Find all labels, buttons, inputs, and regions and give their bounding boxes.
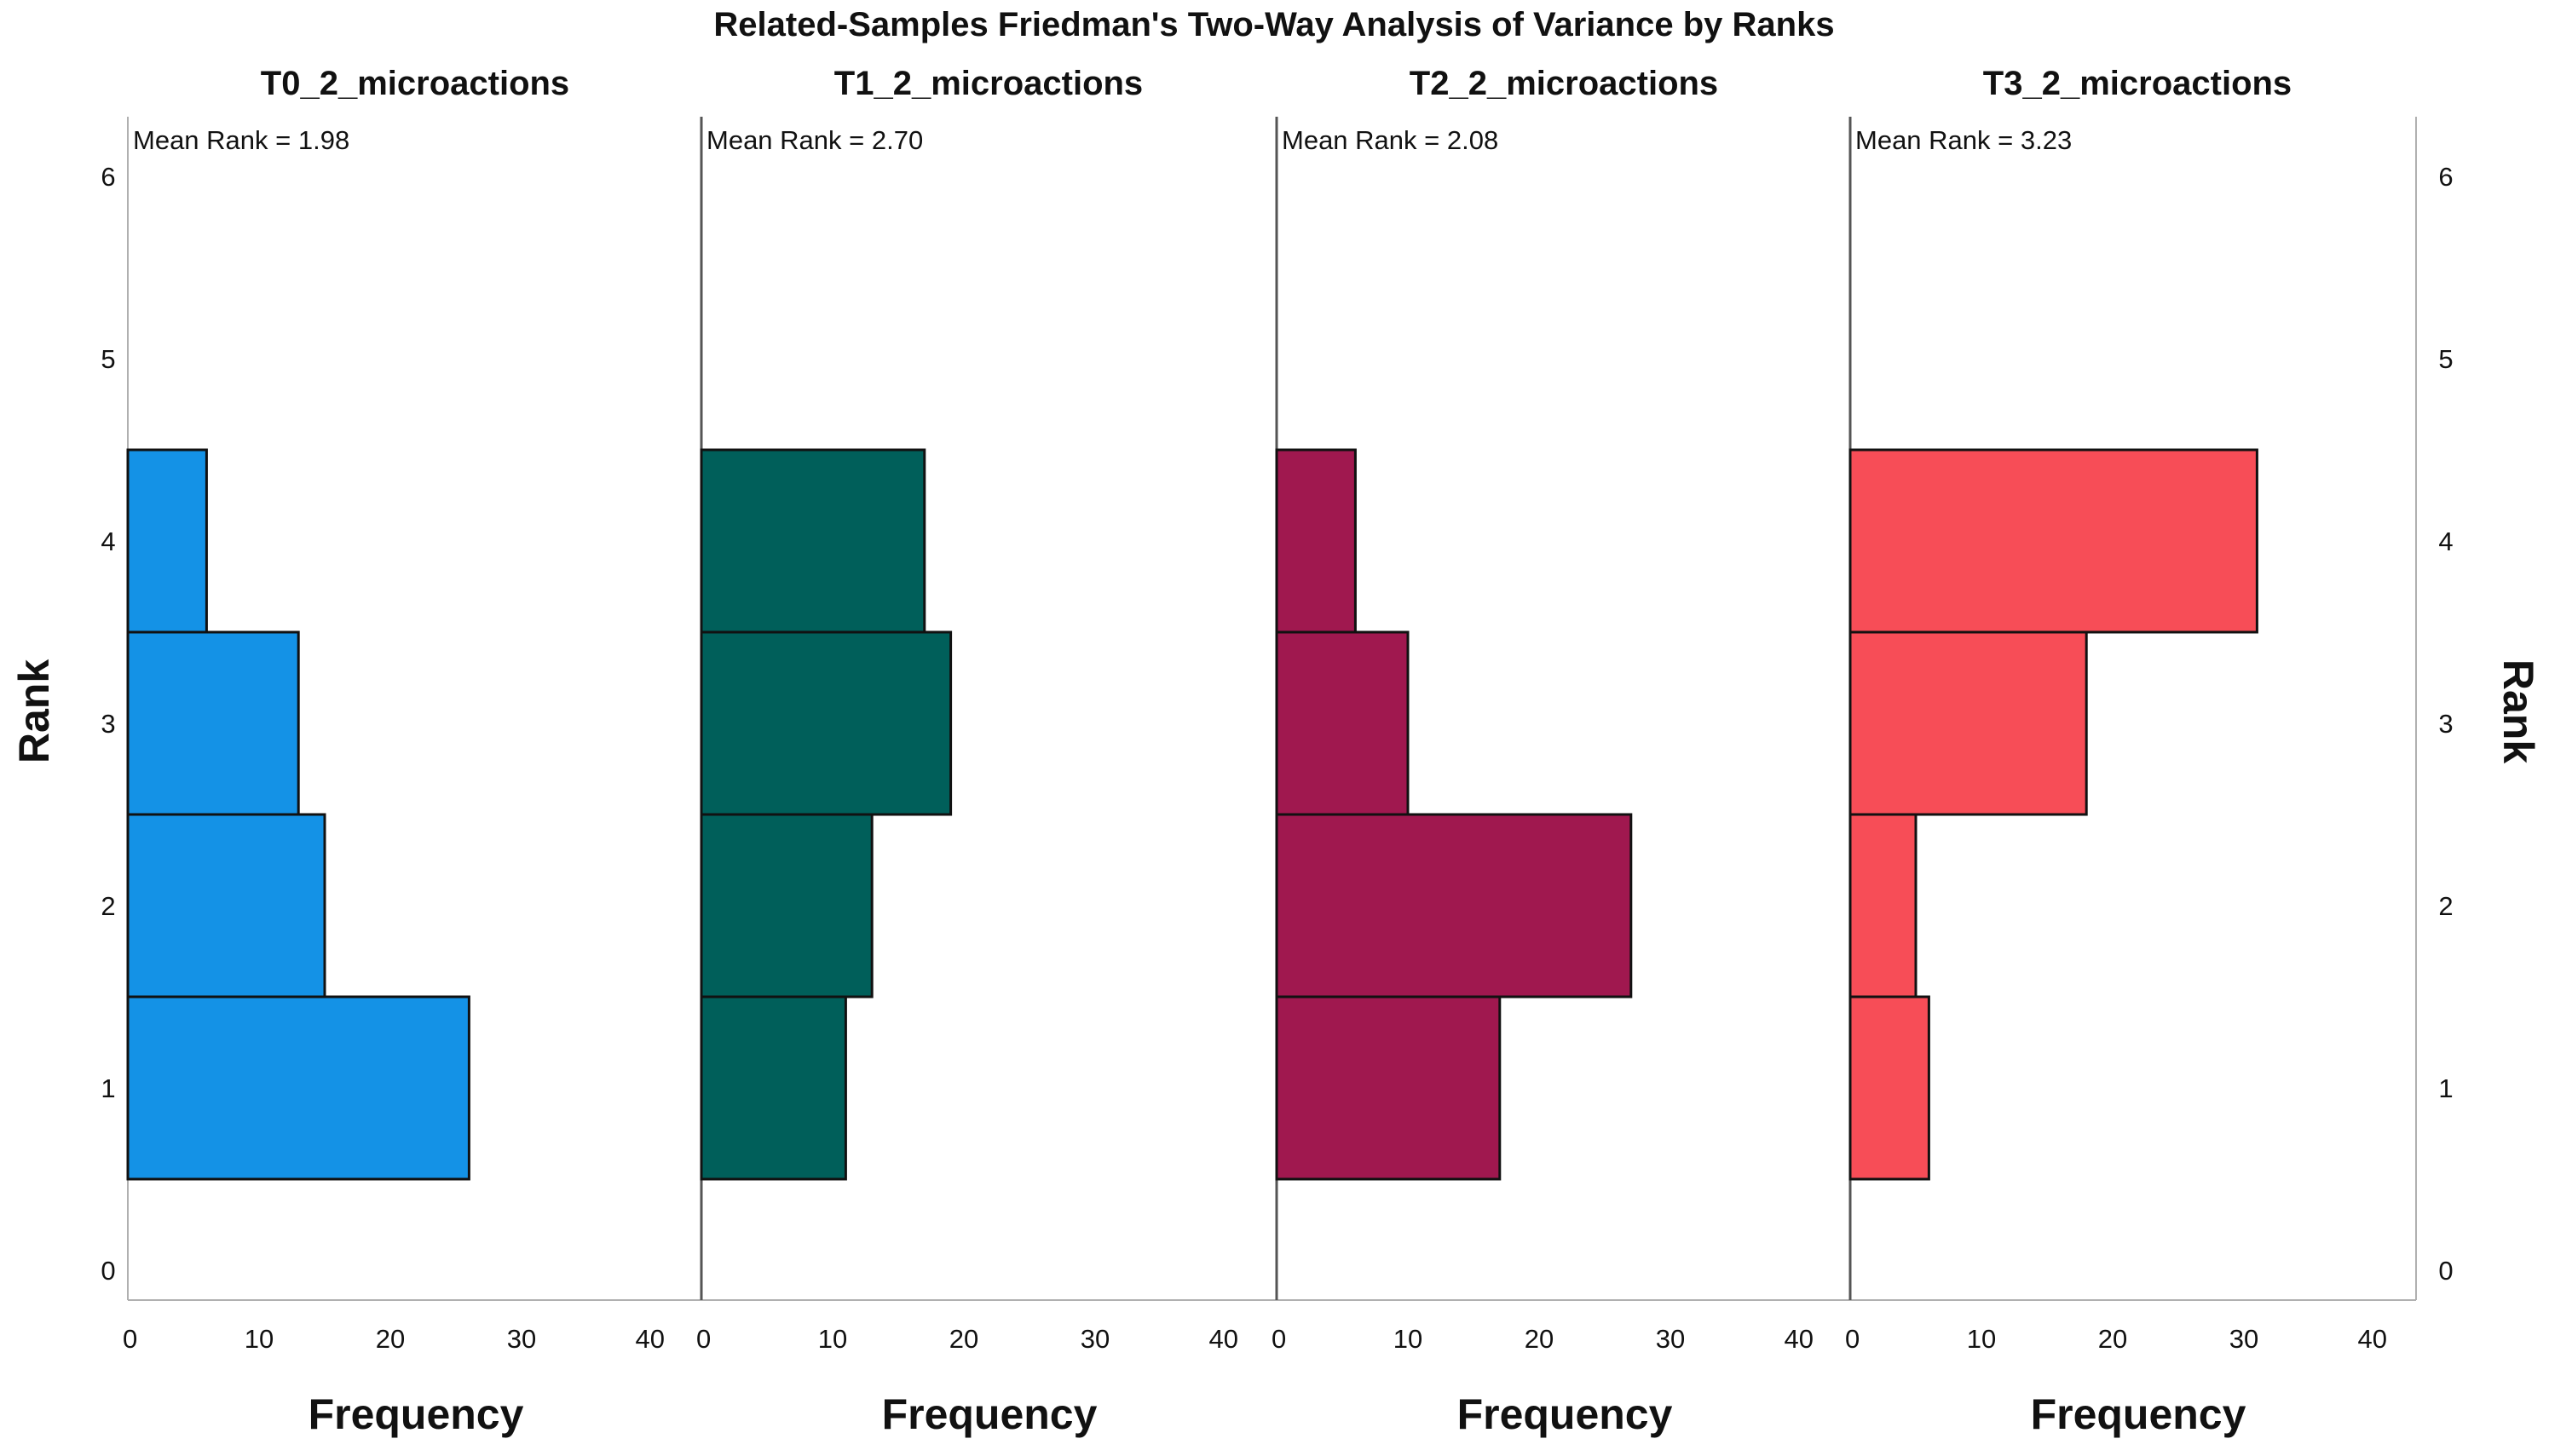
x-tick-label: 40 bbox=[636, 1324, 665, 1354]
y-tick-label-right: 1 bbox=[2438, 1073, 2453, 1103]
mean-rank-label: Mean Rank = 2.08 bbox=[1282, 125, 1498, 155]
histogram-bar bbox=[1848, 448, 2258, 634]
panel-title: T0_2_microactions bbox=[261, 65, 569, 102]
panel-title: T2_2_microactions bbox=[1410, 65, 1718, 102]
mean-rank-label: Mean Rank = 2.70 bbox=[706, 125, 923, 155]
histogram-bar bbox=[700, 995, 847, 1181]
histogram-bar bbox=[700, 813, 874, 998]
mean-rank-label: Mean Rank = 1.98 bbox=[133, 125, 349, 155]
y-tick-label-left: 5 bbox=[101, 344, 115, 374]
x-axis-label: Frequency bbox=[309, 1390, 524, 1438]
x-tick-label: 10 bbox=[1393, 1324, 1422, 1354]
y-tick-label-right: 2 bbox=[2438, 891, 2453, 921]
x-tick-label: 10 bbox=[245, 1324, 274, 1354]
y-axis-label-left: Rank bbox=[10, 659, 58, 763]
y-tick-label-right: 6 bbox=[2438, 162, 2453, 192]
histogram-bar bbox=[1848, 630, 2088, 816]
histogram-bar bbox=[1848, 995, 1930, 1181]
x-tick-label: 0 bbox=[123, 1324, 137, 1354]
y-tick-label-left: 1 bbox=[101, 1073, 115, 1103]
y-tick-label-right: 4 bbox=[2438, 527, 2453, 556]
x-tick-label: 0 bbox=[1845, 1324, 1860, 1354]
x-tick-label: 10 bbox=[818, 1324, 847, 1354]
x-tick-label: 0 bbox=[696, 1324, 711, 1354]
x-axis-label: Frequency bbox=[882, 1390, 1098, 1438]
panel-title: T3_2_microactions bbox=[1983, 65, 2292, 102]
x-axis-label: Frequency bbox=[1457, 1390, 1673, 1438]
y-tick-label-left: 3 bbox=[101, 709, 115, 739]
y-tick-label-right: 3 bbox=[2438, 709, 2453, 739]
x-tick-label: 30 bbox=[1081, 1324, 1110, 1354]
histogram-bar bbox=[126, 995, 470, 1181]
histogram-bar bbox=[126, 813, 326, 998]
histogram-bar bbox=[1275, 630, 1410, 816]
histogram-bar bbox=[700, 630, 953, 816]
histogram-bar bbox=[126, 630, 300, 816]
panel-title: T1_2_microactions bbox=[834, 65, 1143, 102]
y-tick-label-right: 5 bbox=[2438, 344, 2453, 374]
histogram-bar bbox=[126, 448, 208, 634]
histogram-bar bbox=[1275, 813, 1633, 998]
histogram-bar bbox=[1275, 448, 1357, 634]
x-tick-label: 40 bbox=[2358, 1324, 2387, 1354]
mean-rank-label: Mean Rank = 3.23 bbox=[1855, 125, 2072, 155]
histogram-bar bbox=[1848, 813, 1918, 998]
y-tick-label-left: 4 bbox=[101, 527, 115, 556]
y-axis-label-right: Rank bbox=[2494, 659, 2542, 763]
x-tick-label: 30 bbox=[1656, 1324, 1685, 1354]
y-tick-label-right: 0 bbox=[2438, 1256, 2453, 1286]
x-tick-label: 40 bbox=[1209, 1324, 1238, 1354]
x-tick-label: 0 bbox=[1272, 1324, 1286, 1354]
x-tick-label: 20 bbox=[949, 1324, 978, 1354]
histogram-bar bbox=[700, 448, 926, 634]
x-tick-label: 20 bbox=[2098, 1324, 2127, 1354]
y-tick-label-left: 0 bbox=[101, 1256, 115, 1286]
x-tick-label: 20 bbox=[376, 1324, 405, 1354]
x-tick-label: 30 bbox=[507, 1324, 536, 1354]
histogram-bar bbox=[1275, 995, 1502, 1181]
x-tick-label: 10 bbox=[1967, 1324, 1996, 1354]
y-tick-label-left: 2 bbox=[101, 891, 115, 921]
chart-title: Related-Samples Friedman's Two-Way Analy… bbox=[713, 6, 1834, 43]
x-tick-label: 30 bbox=[2229, 1324, 2258, 1354]
x-tick-label: 20 bbox=[1525, 1324, 1554, 1354]
y-tick-label-left: 6 bbox=[101, 162, 115, 192]
x-axis-label: Frequency bbox=[2031, 1390, 2246, 1438]
x-tick-label: 40 bbox=[1785, 1324, 1814, 1354]
